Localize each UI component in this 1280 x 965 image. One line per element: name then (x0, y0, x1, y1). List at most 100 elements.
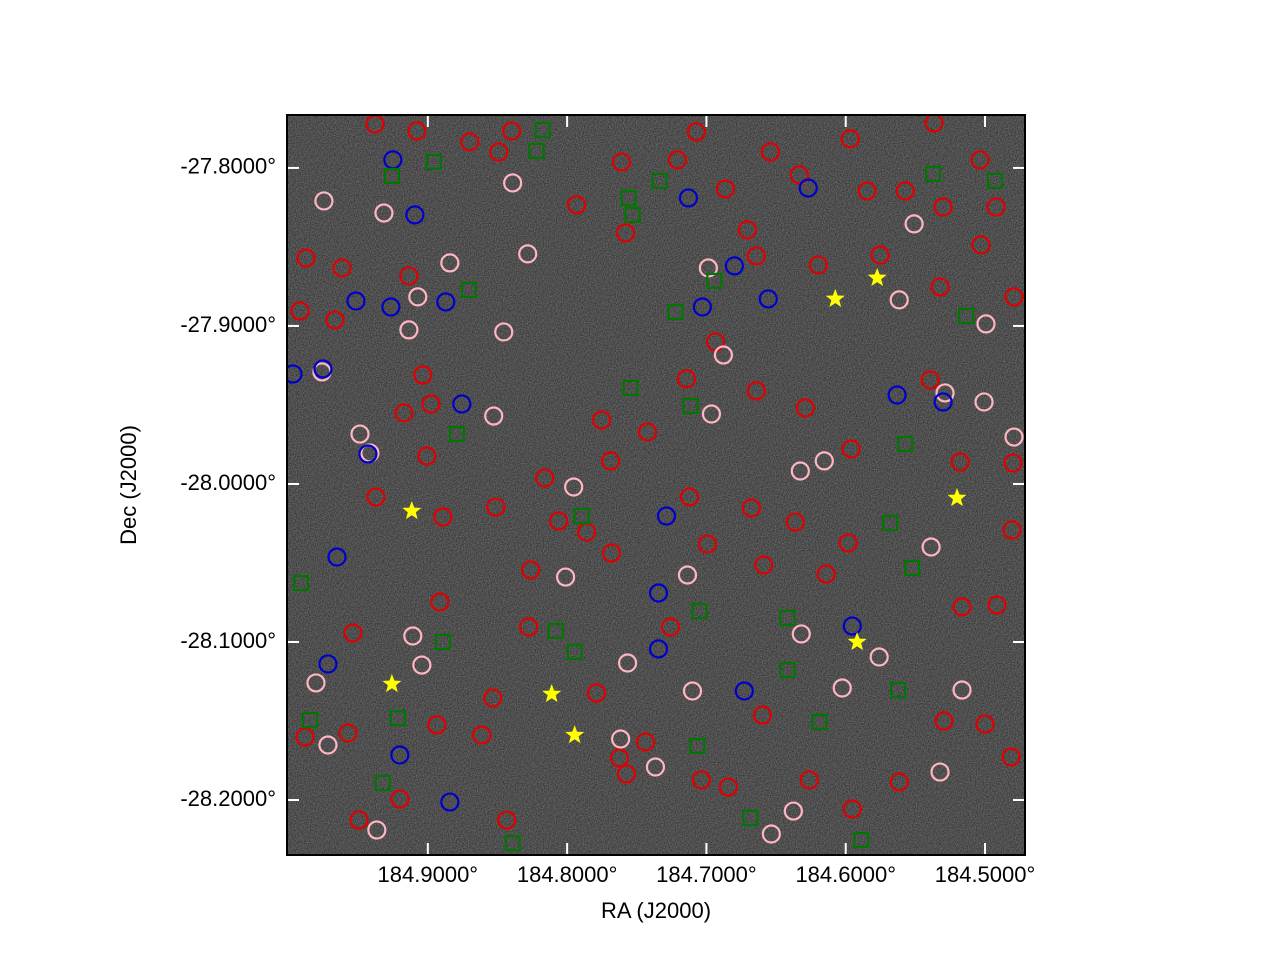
catalog-circle (591, 410, 612, 430)
catalog-circle (535, 468, 555, 488)
catalog-circle (472, 725, 492, 745)
catalog-star (542, 684, 562, 703)
catalog-circle (752, 705, 773, 725)
catalog-circle (635, 732, 656, 752)
catalog-circle (567, 195, 587, 215)
catalog-circle (814, 451, 834, 471)
image-noise (287, 115, 1025, 855)
catalog-circle (887, 385, 907, 405)
catalog-square (853, 831, 870, 849)
catalog-circle (686, 122, 706, 142)
catalog-circle (934, 711, 954, 731)
catalog-circle (842, 799, 862, 819)
catalog-square (651, 172, 668, 189)
catalog-circle (869, 647, 889, 667)
catalog-circle (314, 191, 334, 211)
catalog-circle (430, 592, 450, 612)
catalog-circle (676, 369, 697, 389)
catalog-circle (718, 777, 739, 797)
catalog-circle (413, 365, 433, 385)
catalog-circle (483, 688, 503, 708)
catalog-circle (497, 810, 517, 830)
catalog-square (566, 643, 583, 661)
catalog-square (528, 142, 545, 159)
catalog-circle (678, 188, 699, 208)
catalog-circle (390, 789, 410, 809)
catalog-circle (417, 446, 437, 466)
catalog-circle (648, 583, 669, 603)
catalog-circle (838, 533, 858, 553)
catalog-square (292, 574, 310, 592)
catalog-circle (394, 403, 414, 423)
catalog-circle (1004, 287, 1024, 307)
catalog-circle (366, 487, 386, 507)
catalog-circle (798, 178, 818, 198)
catalog-circle (502, 121, 522, 141)
catalog-circle (857, 181, 877, 201)
y-tick-label: -27.8000° (180, 154, 276, 179)
catalog-circle (609, 748, 630, 768)
catalog-circle (682, 681, 703, 701)
catalog-circle (975, 714, 995, 734)
catalog-circle (933, 197, 953, 217)
catalog-circle (832, 678, 852, 698)
catalog-circle (519, 617, 539, 637)
catalog-circle (290, 301, 310, 321)
catalog-circle (789, 165, 809, 185)
catalog-circle (295, 727, 315, 747)
catalog-circle (987, 595, 1007, 615)
catalog-square (624, 206, 641, 223)
catalog-circle (760, 142, 780, 162)
catalog-circle (367, 820, 387, 840)
y-tick-label: -28.2000° (180, 786, 276, 811)
markers (287, 115, 1024, 852)
catalog-circle (390, 745, 410, 765)
catalog-circle (971, 235, 991, 255)
catalog-circle (503, 173, 523, 193)
catalog-circle (611, 729, 631, 749)
catalog-circle (656, 506, 677, 526)
axes: 184.9000° 184.8000° 184.7000° 184.6000° 184.… (180, 115, 1035, 887)
catalog-square (689, 737, 706, 755)
catalog-circle (950, 452, 970, 472)
catalog-circle (1003, 453, 1023, 473)
catalog-circle (486, 497, 506, 517)
catalog-circle (586, 683, 607, 703)
catalog-circle (691, 770, 712, 790)
x-tick-label: 184.6000° (795, 862, 896, 887)
catalog-circle (648, 639, 669, 659)
catalog-circle (724, 256, 745, 276)
catalog-circle (785, 512, 805, 532)
catalog-square (573, 507, 590, 525)
catalog-circle (660, 617, 681, 637)
catalog-circle (842, 616, 862, 636)
catalog-circle (521, 560, 541, 580)
catalog-circle (930, 762, 950, 782)
catalog-circle (427, 715, 447, 735)
catalog-square (682, 397, 699, 415)
catalog-circle (1002, 520, 1022, 540)
catalog-circle (701, 404, 722, 424)
catalog-square (622, 379, 639, 396)
catalog-square (957, 307, 975, 325)
catalog-circle (350, 424, 370, 444)
catalog-circle (952, 680, 972, 700)
catalog-circle (933, 392, 953, 412)
catalog-square (986, 172, 1004, 189)
catalog-circle (407, 121, 427, 141)
catalog-circle (338, 723, 358, 743)
catalog-star (565, 725, 585, 744)
catalog-circle (889, 772, 909, 792)
catalog-square (534, 121, 551, 138)
catalog-circle (679, 487, 700, 507)
catalog-circle (616, 223, 636, 243)
catalog-circle (381, 297, 401, 317)
catalog-circle (952, 597, 972, 617)
catalog-circle (343, 623, 363, 643)
catalog-circle (399, 320, 419, 340)
catalog-star (847, 632, 867, 651)
catalog-circle (970, 150, 990, 170)
catalog-square (374, 774, 391, 792)
catalog-circle (667, 150, 688, 170)
